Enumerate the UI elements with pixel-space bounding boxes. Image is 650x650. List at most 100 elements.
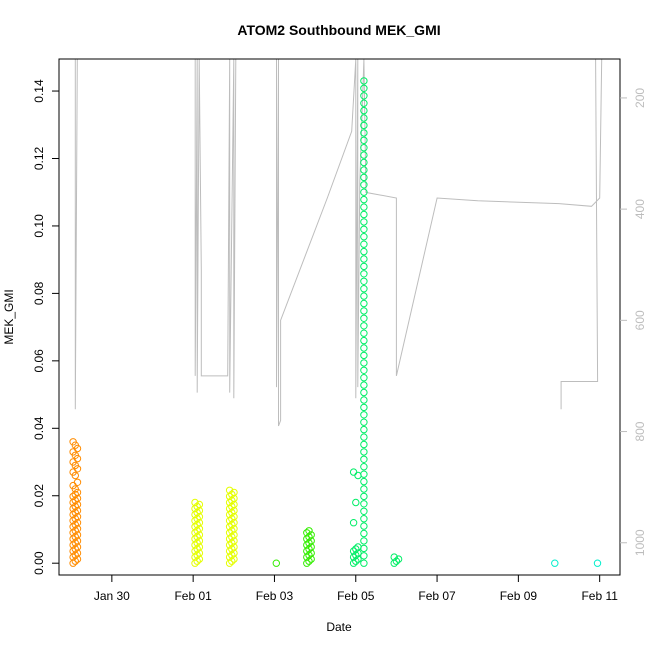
data-point — [360, 218, 368, 226]
y2-tick-label: 800 — [633, 421, 647, 441]
data-point — [360, 403, 368, 412]
data-point — [360, 351, 368, 360]
data-point — [360, 329, 368, 337]
data-point — [228, 490, 236, 499]
data-point — [360, 144, 368, 152]
data-point — [593, 559, 602, 567]
data-point — [360, 92, 368, 100]
data-point — [360, 195, 368, 204]
data-point — [360, 507, 368, 515]
data-point — [360, 285, 368, 293]
x-tick-label: Feb 07 — [418, 589, 456, 603]
data-point — [352, 545, 360, 553]
data-point — [71, 485, 80, 493]
data-point — [360, 440, 368, 449]
data-point — [360, 559, 368, 567]
x-tick-label: Feb 03 — [256, 589, 294, 603]
data-point — [360, 129, 368, 137]
data-point — [69, 492, 77, 501]
data-point — [360, 136, 368, 145]
data-point — [360, 411, 368, 419]
data-point — [360, 114, 368, 122]
data-point — [392, 557, 401, 565]
data-point — [360, 336, 368, 345]
plot-frame — [58, 58, 621, 576]
data-point — [360, 492, 368, 501]
y-tick-label: 0.12 — [32, 146, 46, 170]
y2-tick-label: 1000 — [633, 529, 647, 556]
data-point — [360, 515, 368, 523]
data-point — [191, 498, 199, 507]
data-point — [360, 381, 368, 389]
data-point — [272, 559, 280, 567]
data-point — [360, 529, 368, 538]
data-point — [349, 468, 358, 476]
data-point — [360, 210, 368, 219]
y-tick-label: 0.14 — [32, 79, 46, 103]
x-axis: Jan 30 Feb 01 Feb 03 Feb 05 Feb 07 Feb 09 Feb … — [94, 575, 618, 603]
data-point — [394, 555, 403, 563]
data-point — [193, 502, 201, 511]
data-point — [360, 470, 368, 478]
data-point — [360, 388, 368, 397]
depth-line — [74, 58, 603, 427]
data-point — [360, 255, 368, 263]
data-point — [360, 455, 368, 463]
data-point — [225, 486, 234, 494]
data-point — [360, 307, 368, 315]
data-point — [305, 527, 313, 535]
y-tick-label: 0.04 — [32, 416, 46, 440]
y-tick-label: 0.02 — [32, 484, 46, 508]
y-tick-label: 0.10 — [32, 214, 46, 238]
data-point — [360, 166, 368, 174]
y-tick-label: 0.08 — [32, 281, 46, 305]
data-point — [551, 559, 559, 567]
data-point — [360, 477, 368, 486]
data-point — [360, 292, 368, 300]
data-point — [349, 547, 358, 555]
x-tick-label: Feb 09 — [500, 589, 538, 603]
y-axis: 0.00 0.02 0.04 0.06 0.08 0.10 0.12 0.14 — [32, 79, 59, 575]
data-point — [360, 537, 368, 545]
data-point — [360, 277, 368, 285]
data-point — [360, 359, 368, 367]
data-point — [360, 173, 368, 182]
chart-title: ATOM2 Southbound MEK_GMI — [237, 22, 440, 38]
x-tick-label: Jan 30 — [94, 589, 130, 603]
data-point — [360, 433, 368, 441]
data-point — [71, 490, 80, 499]
data-point — [360, 77, 368, 85]
data-point — [360, 84, 368, 93]
data-point — [71, 471, 80, 480]
data-point — [360, 158, 368, 167]
data-point — [349, 519, 358, 527]
data-point — [360, 99, 368, 107]
data-point — [360, 181, 368, 189]
x-tick-label: Feb 05 — [337, 589, 375, 603]
y-tick-label: 0.00 — [32, 551, 46, 575]
data-point — [360, 344, 368, 352]
data-point — [360, 233, 368, 241]
data-point — [360, 522, 368, 530]
y2-tick-label: 400 — [633, 199, 647, 219]
x-tick-label: Feb 11 — [581, 589, 618, 603]
data-point — [360, 500, 368, 508]
data-point — [360, 299, 368, 308]
data-point — [354, 471, 362, 480]
y-tick-label: 0.06 — [32, 349, 46, 373]
data-point — [360, 203, 368, 211]
data-point — [230, 488, 238, 497]
x-tick-label: Feb 01 — [174, 589, 212, 603]
data-point — [303, 529, 311, 537]
point-series — [69, 77, 602, 567]
data-point — [360, 121, 368, 130]
data-point — [360, 106, 368, 115]
data-point — [360, 544, 368, 553]
data-point — [360, 374, 368, 382]
y-axis-label: MEK_GMI — [2, 289, 16, 344]
data-point — [352, 498, 360, 507]
data-point — [195, 500, 204, 509]
data-point — [360, 225, 368, 234]
data-point — [360, 151, 368, 159]
